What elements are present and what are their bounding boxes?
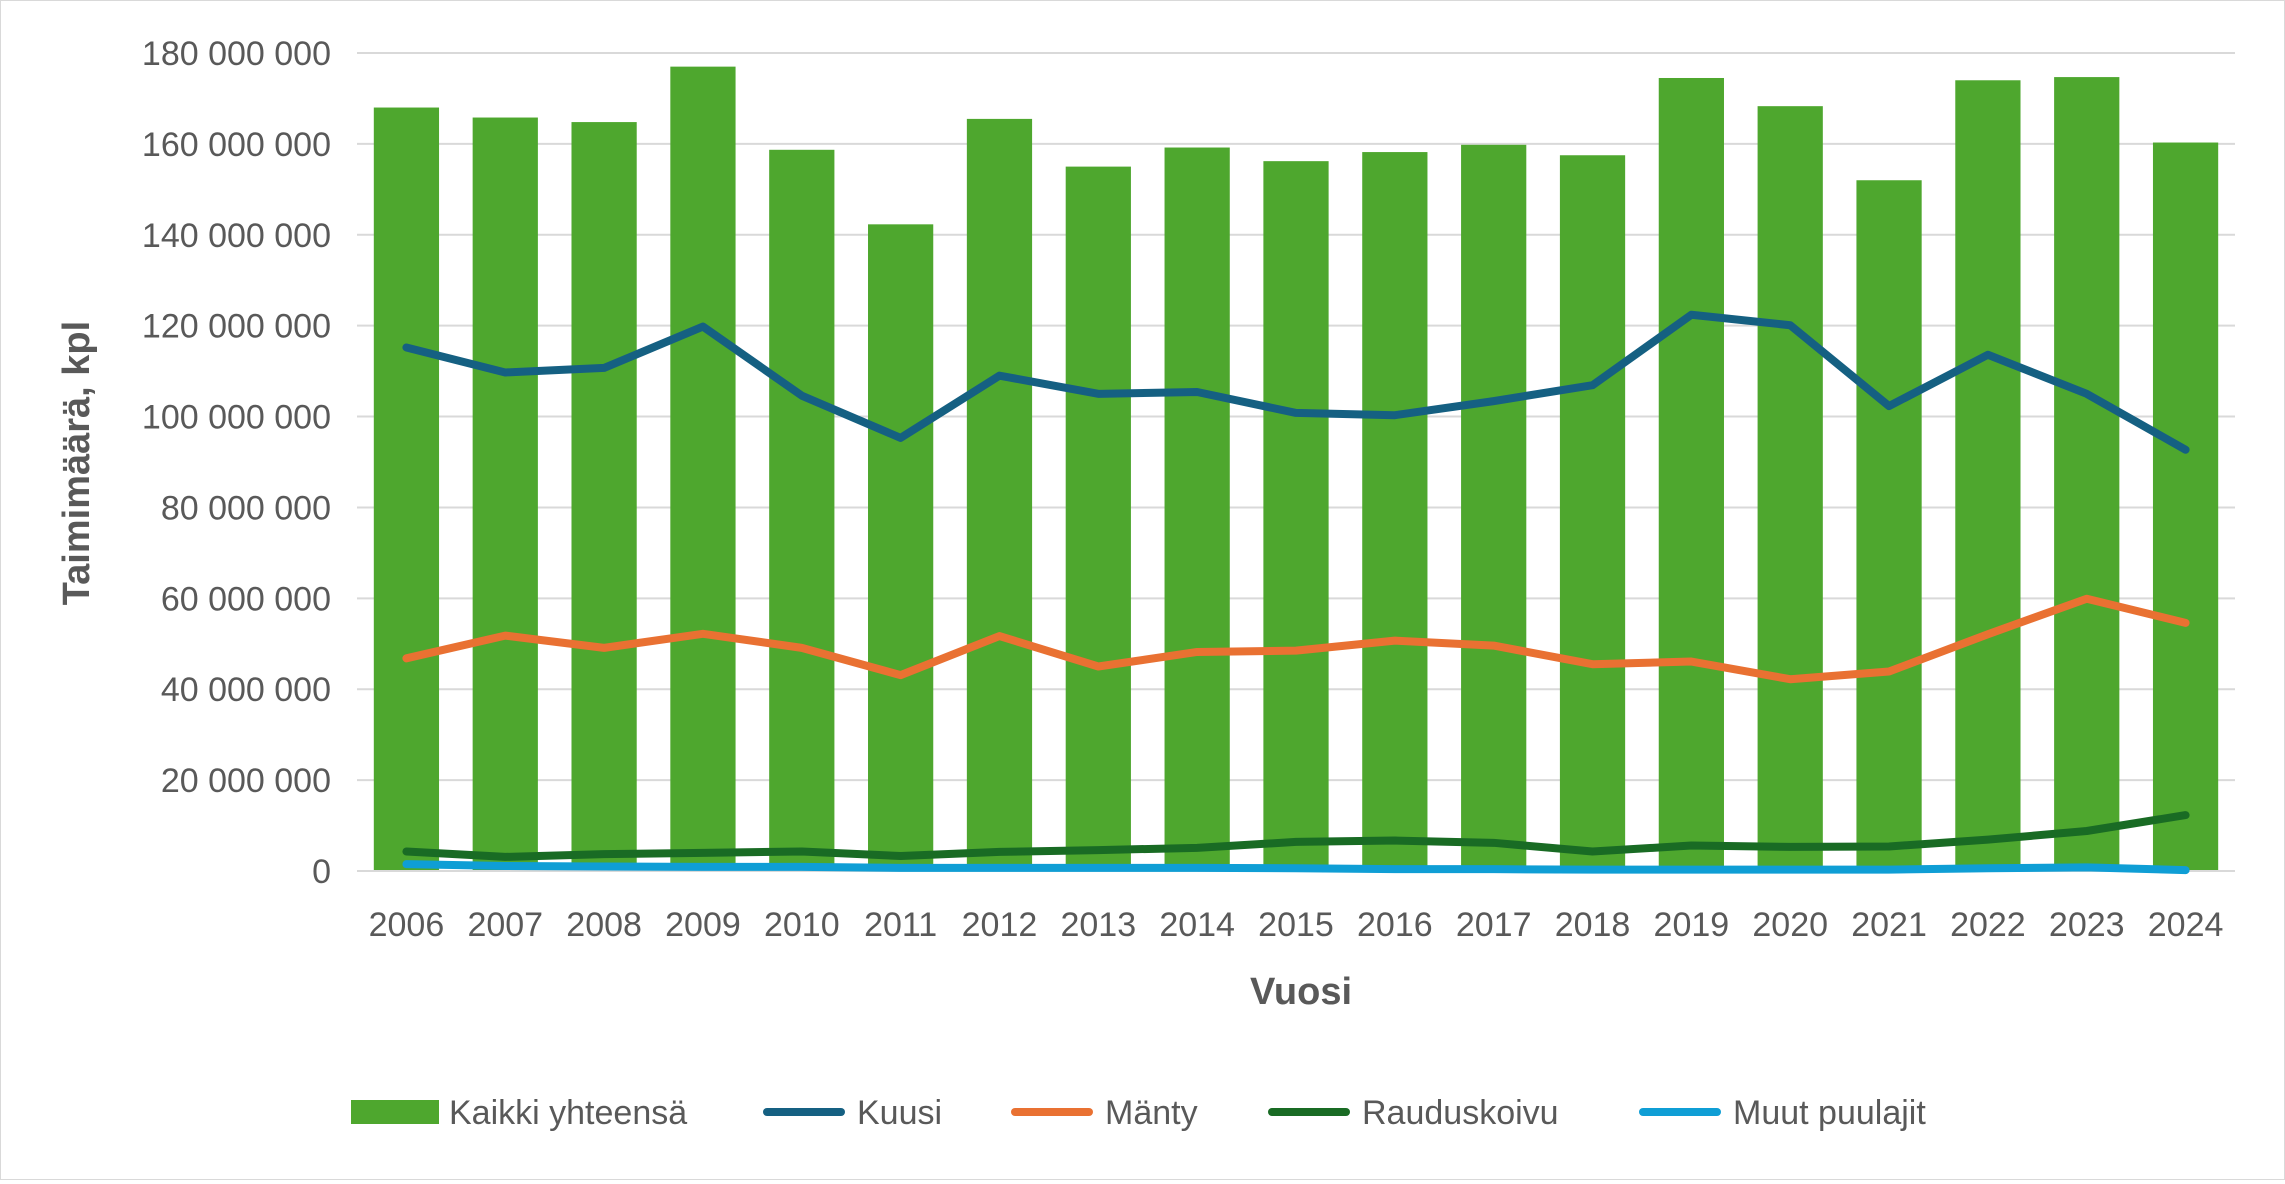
bar — [1757, 106, 1823, 872]
bar — [868, 224, 934, 871]
y-axis-ticks: 0 20 000 000 40 000 000 60 000 000 80 000 00… — [142, 35, 331, 891]
bar-series — [373, 66, 2219, 872]
y-tick-label: 160 000 000 — [142, 126, 331, 164]
x-tick-label: 2017 — [1456, 906, 1532, 944]
bar — [1065, 166, 1131, 872]
line-series — [402, 310, 2190, 875]
y-tick-label: 140 000 000 — [142, 217, 331, 255]
x-tick-label: 2012 — [962, 906, 1038, 944]
legend-item: Mänty — [1011, 1094, 1198, 1132]
y-tick-label: 40 000 000 — [161, 671, 331, 709]
y-tick-label: 120 000 000 — [142, 308, 331, 346]
bar — [1164, 147, 1230, 872]
legend: Kaikki yhteensä Kuusi Mänty Rauduskoivu Muut… — [351, 1094, 1926, 1132]
bar — [373, 107, 440, 872]
series-line — [402, 811, 2190, 861]
bar — [670, 66, 736, 872]
legend-swatch — [351, 1100, 439, 1124]
x-tick-label: 2016 — [1357, 906, 1433, 944]
x-tick-label: 2006 — [369, 906, 445, 944]
x-tick-label: 2009 — [665, 906, 741, 944]
x-tick-label: 2015 — [1258, 906, 1334, 944]
y-tick-label: 0 — [312, 853, 331, 891]
legend-label: Kuusi — [857, 1094, 942, 1132]
legend-label: Kaikki yhteensä — [449, 1094, 687, 1132]
legend-item: Muut puulajit — [1639, 1094, 1926, 1132]
bar — [1263, 161, 1329, 871]
bar — [1559, 155, 1626, 871]
bar — [571, 122, 637, 871]
series-line — [402, 860, 2190, 875]
legend-label: Muut puulajit — [1733, 1094, 1926, 1132]
x-tick-label: 2018 — [1555, 906, 1631, 944]
x-tick-label: 2011 — [864, 906, 937, 944]
series-line — [402, 310, 2190, 454]
x-tick-label: 2020 — [1752, 906, 1828, 944]
x-tick-label: 2024 — [2148, 906, 2224, 944]
y-axis-title: Taimimäärä, kpl — [56, 321, 98, 605]
x-tick-label: 2019 — [1654, 906, 1730, 944]
legend-label: Mänty — [1105, 1094, 1198, 1132]
y-tick-label: 80 000 000 — [161, 489, 331, 527]
x-tick-label: 2010 — [764, 906, 840, 944]
bar — [966, 118, 1033, 871]
x-tick-label: 2014 — [1159, 906, 1235, 944]
x-tick-label: 2008 — [566, 906, 642, 944]
bar — [1955, 80, 2021, 872]
bar — [2152, 142, 2219, 871]
x-tick-label: 2013 — [1060, 906, 1136, 944]
legend-item: Rauduskoivu — [1268, 1094, 1559, 1132]
series-line — [402, 594, 2190, 684]
y-tick-label: 60 000 000 — [161, 580, 331, 618]
bar — [769, 149, 835, 872]
x-tick-label: 2023 — [2049, 906, 2125, 944]
y-tick-label: 20 000 000 — [161, 762, 331, 800]
bar — [1362, 152, 1428, 871]
legend-item: Kuusi — [763, 1094, 942, 1132]
y-tick-label: 180 000 000 — [142, 35, 331, 73]
bar — [1461, 144, 1527, 871]
x-tick-label: 2021 — [1851, 906, 1927, 944]
y-tick-label: 100 000 000 — [142, 399, 331, 437]
bar — [1658, 77, 1724, 871]
x-tick-label: 2007 — [467, 906, 543, 944]
x-tick-label: 2022 — [1950, 906, 2026, 944]
x-axis-ticks: 2006 2007 2008 2009 2010 2011 2012 2013 2014 2015… — [369, 906, 2224, 944]
x-axis-title: Vuosi — [1250, 971, 1352, 1013]
bar — [2054, 77, 2120, 871]
bar — [1856, 180, 1922, 871]
bar — [472, 117, 538, 871]
legend-label: Rauduskoivu — [1362, 1094, 1559, 1132]
legend-item: Kaikki yhteensä — [351, 1094, 687, 1132]
